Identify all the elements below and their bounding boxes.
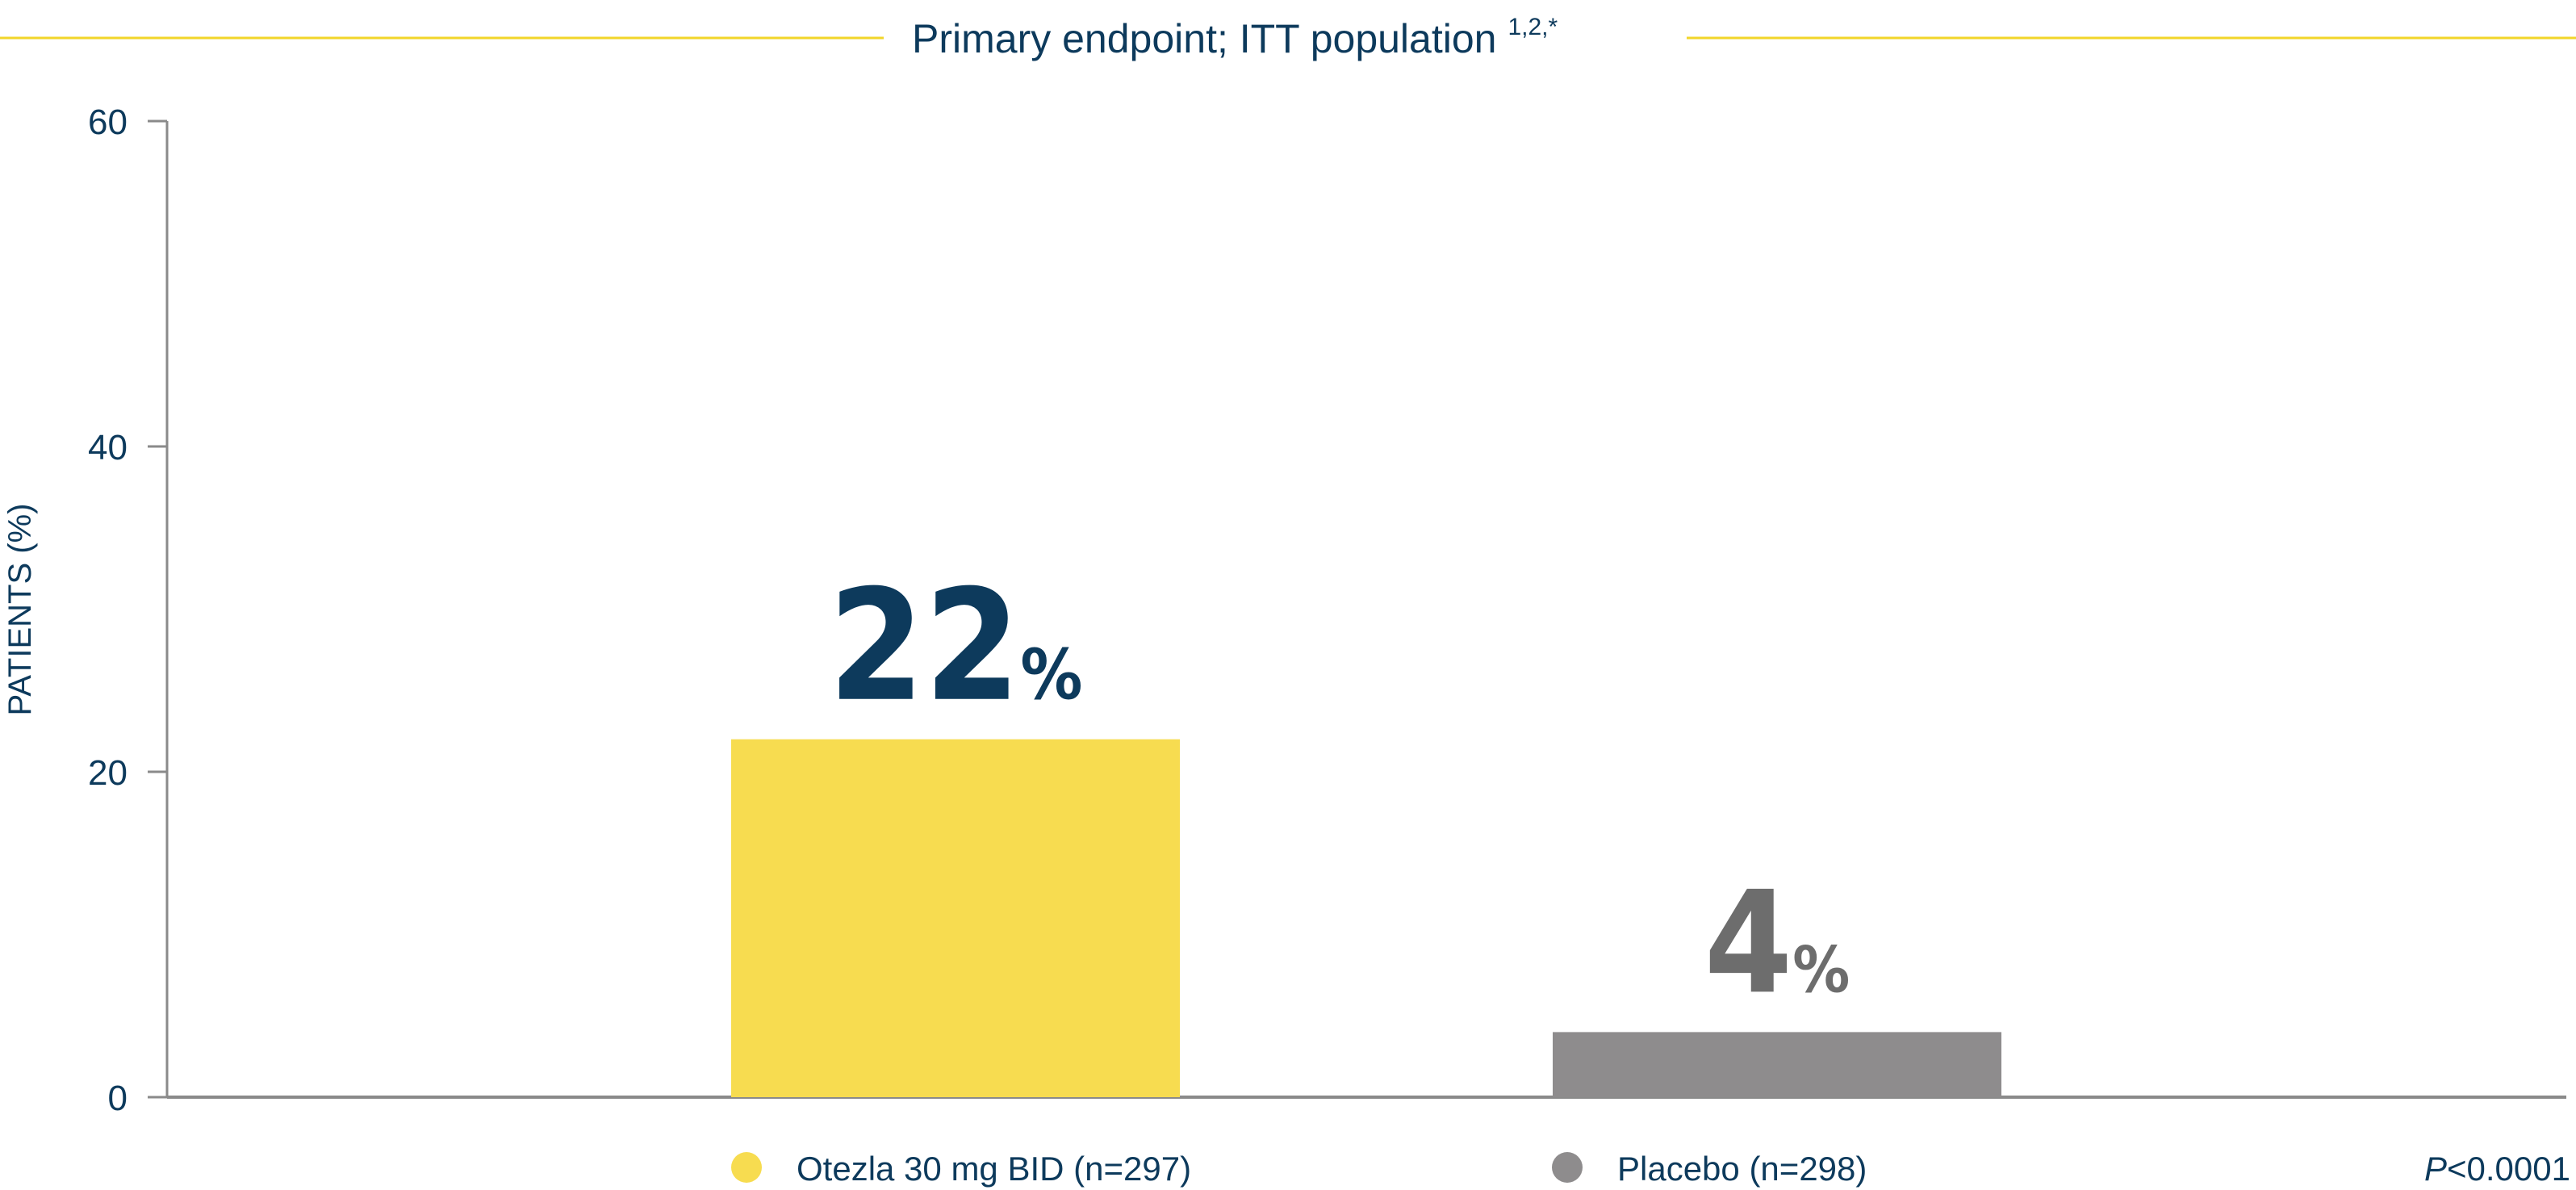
legend-label: Placebo (n=298) [1617, 1150, 1867, 1188]
y-tick-label: 60 [88, 103, 128, 142]
y-tick-label: 20 [88, 753, 128, 793]
bar-value-number: 22 [829, 557, 1021, 735]
bar-value-percent: % [1020, 636, 1082, 716]
y-tick-label: 40 [88, 428, 128, 467]
legend-swatch [1552, 1152, 1583, 1183]
bar-value-label: 22% [829, 557, 1083, 735]
legend-swatch [731, 1152, 762, 1183]
p-value-text: <0.0001 [2447, 1150, 2570, 1188]
y-tick-label: 0 [108, 1079, 128, 1118]
bar-placebo [1553, 1032, 2001, 1097]
p-value-italic: P [2424, 1150, 2447, 1188]
p-value-annotation: P<0.0001 [2424, 1150, 2570, 1188]
bar-otezla [731, 739, 1180, 1097]
bar-value-number: 4 [1704, 861, 1793, 1025]
chart-title-superscript: 1,2,* [1508, 14, 1558, 40]
legend-label: Otezla 30 mg BID (n=297) [797, 1150, 1191, 1188]
chart-title-text: Primary endpoint; ITT population [912, 16, 1496, 61]
y-axis-title: PATIENTS (%) [2, 504, 38, 716]
chart-title: Primary endpoint; ITT population 1,2,* [912, 14, 1558, 61]
bar-value-percent: % [1792, 932, 1850, 1007]
bar-value-label: 4% [1704, 861, 1850, 1025]
